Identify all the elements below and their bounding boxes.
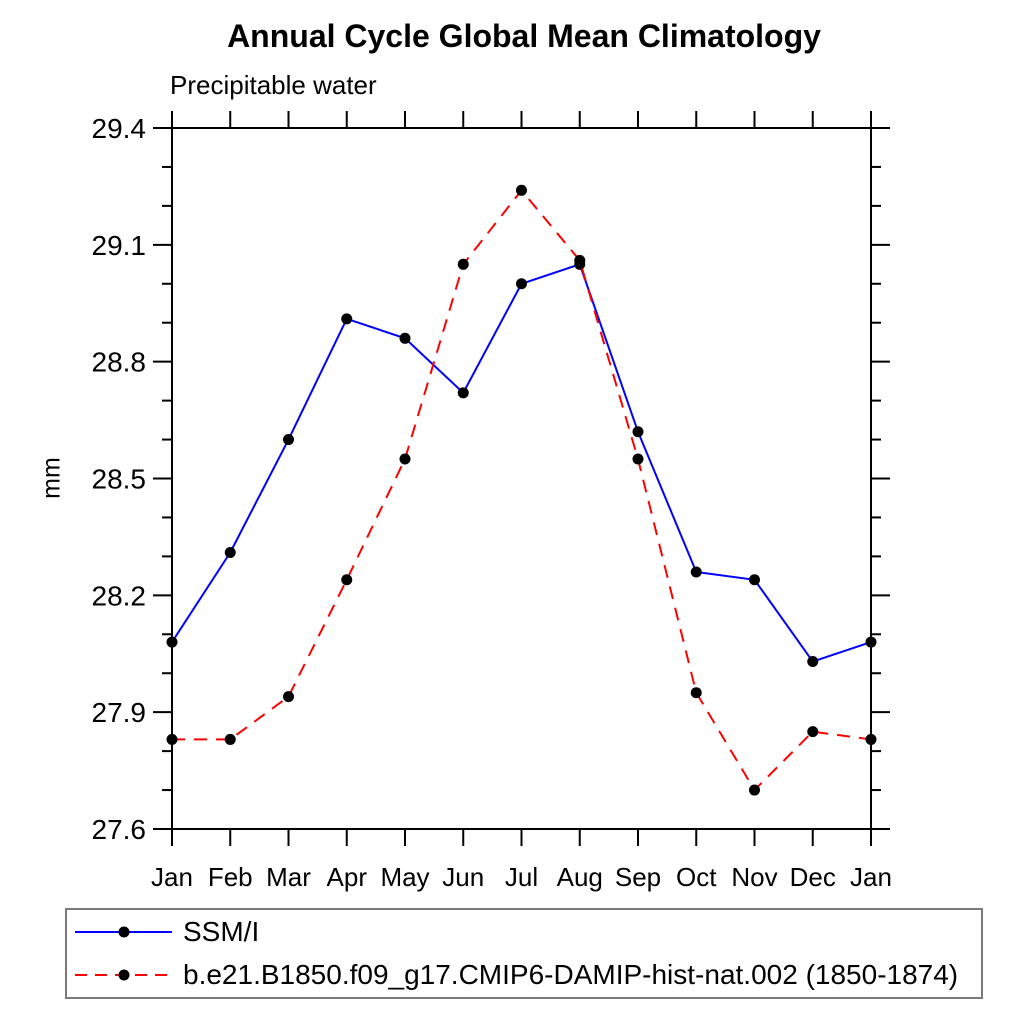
x-tick-label: Apr xyxy=(327,862,368,892)
x-tick-label: Aug xyxy=(557,862,603,892)
x-tick-label: Jan xyxy=(151,862,193,892)
chart-title: Annual Cycle Global Mean Climatology xyxy=(227,18,821,54)
data-point-marker xyxy=(166,636,178,648)
legend-label-ssmi: SSM/I xyxy=(183,916,260,948)
x-tick-label: Sep xyxy=(615,862,661,892)
x-axis-ticks: Jan Feb Mar Apr May Jun Jul Aug Sep Oct Nov Dec Jan xyxy=(151,111,892,892)
y-tick-label: 28.8 xyxy=(92,347,147,378)
y-tick-label: 27.6 xyxy=(92,814,147,845)
y-tick-label: 28.2 xyxy=(92,580,147,611)
model-line-marker-icon xyxy=(75,969,172,981)
series-model xyxy=(166,184,877,796)
data-point-marker xyxy=(341,574,353,586)
x-tick-label: Feb xyxy=(208,862,253,892)
data-point-marker xyxy=(341,313,353,325)
x-tick-label: May xyxy=(380,862,429,892)
data-point-marker xyxy=(457,258,469,270)
data-point-marker xyxy=(807,726,819,738)
data-point-marker xyxy=(516,278,527,290)
legend-item-model: b.e21.B1850.f09_g17.CMIP6-DAMIP-hist-nat… xyxy=(75,955,981,995)
data-point-marker xyxy=(865,733,877,745)
x-tick-label: Jun xyxy=(442,862,484,892)
y-tick-label: 27.9 xyxy=(92,697,147,728)
data-point-marker xyxy=(399,453,411,465)
data-point-marker xyxy=(516,184,527,196)
series-ssmi xyxy=(166,258,877,668)
x-tick-label: Nov xyxy=(731,862,777,892)
data-point-marker xyxy=(865,636,877,648)
data-point-marker xyxy=(749,784,760,796)
data-point-marker xyxy=(399,332,411,344)
x-tick-label: Dec xyxy=(790,862,836,892)
ssmi-line-marker-icon xyxy=(75,926,172,938)
legend-item-ssmi: SSM/I xyxy=(75,912,981,952)
y-tick-label: 29.4 xyxy=(92,113,147,144)
data-point-marker xyxy=(224,733,236,745)
data-point-marker xyxy=(807,656,819,668)
y-tick-label: 29.1 xyxy=(92,230,147,261)
legend-label-model: b.e21.B1850.f09_g17.CMIP6-DAMIP-hist-nat… xyxy=(183,958,959,990)
x-tick-label: Jul xyxy=(505,862,538,892)
x-tick-label: Mar xyxy=(266,862,311,892)
data-point-marker xyxy=(690,566,702,578)
data-point-marker xyxy=(166,733,178,745)
x-tick-label: Oct xyxy=(676,862,717,892)
data-point-marker xyxy=(283,434,294,446)
plot-frame xyxy=(154,111,889,846)
data-point-marker xyxy=(574,254,586,266)
data-point-marker xyxy=(457,387,469,399)
y-axis-ticks: 27.6 27.9 28.2 28.5 28.8 29.1 29.4 xyxy=(92,113,890,845)
data-point-marker xyxy=(690,687,702,699)
data-point-marker xyxy=(224,546,236,558)
y-tick-label: 28.5 xyxy=(92,464,147,495)
data-point-marker xyxy=(632,426,644,438)
legend: SSM/I b.e21.B1850.f09_g17.CMIP6-DAMIP-hi… xyxy=(65,908,983,999)
data-point-marker xyxy=(283,691,294,703)
data-point-marker xyxy=(632,453,644,465)
x-tick-label: Jan xyxy=(850,862,892,892)
data-point-marker xyxy=(749,574,760,586)
chart-subtitle: Precipitable water xyxy=(170,70,377,100)
series-line xyxy=(171,263,872,663)
